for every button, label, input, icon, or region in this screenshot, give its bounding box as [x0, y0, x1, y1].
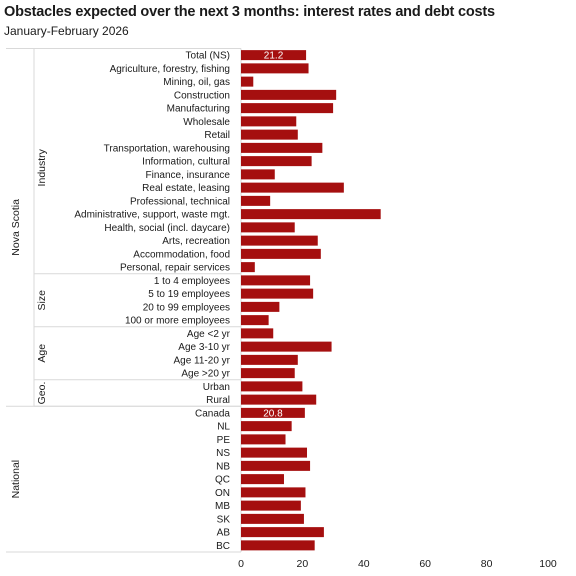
bar — [241, 103, 334, 114]
category-label: AB — [217, 528, 231, 539]
category-label: QC — [215, 475, 230, 486]
x-tick-label: 20 — [297, 558, 309, 570]
category-label: PE — [217, 435, 231, 446]
bar — [241, 116, 297, 127]
bar — [241, 142, 323, 153]
category-label: Manufacturing — [167, 104, 230, 115]
category-label: Agriculture, forestry, fishing — [110, 64, 230, 75]
category-label: Professional, technical — [130, 196, 230, 207]
outer-group-label: Nova Scotia — [10, 199, 22, 256]
category-label: Age >20 yr — [181, 369, 230, 380]
x-tick-label: 60 — [419, 558, 431, 570]
bar — [241, 288, 314, 299]
bar — [241, 407, 305, 418]
category-label: Age <2 yr — [187, 329, 231, 340]
category-label: Finance, insurance — [146, 170, 231, 181]
bar — [241, 301, 280, 312]
x-axis: 0 20 40 60 80 100 — [238, 558, 557, 570]
category-label: Mining, oil, gas — [163, 77, 230, 88]
bar — [241, 275, 311, 286]
bar — [241, 354, 298, 365]
category-label: 5 to 19 employees — [148, 289, 230, 300]
bar — [241, 527, 324, 538]
category-label: Urban — [203, 382, 230, 393]
category-label: NB — [216, 461, 230, 472]
bar — [241, 63, 309, 74]
data-label: 21.2 — [264, 51, 284, 62]
category-label: Personal, repair services — [120, 263, 230, 274]
category-label: Retail — [204, 130, 230, 141]
x-tick-label: 40 — [358, 558, 370, 570]
inner-group-label: Age — [36, 344, 48, 363]
chart-subtitle: January-February 2026 — [4, 24, 129, 38]
bar — [241, 129, 298, 140]
data-label: 20.8 — [263, 408, 283, 419]
x-tick-label: 80 — [481, 558, 493, 570]
bar — [241, 248, 321, 259]
bar — [241, 381, 303, 392]
category-label: Canada — [195, 408, 230, 419]
category-label: BC — [216, 541, 230, 552]
category-label: Transportation, warehousing — [104, 143, 230, 154]
category-label: Health, social (incl. daycare) — [104, 223, 230, 234]
group-labels: Industry Size Age Geo. Nova Scotia National — [10, 148, 48, 498]
bar — [241, 315, 269, 326]
bar — [241, 182, 344, 193]
chart-title: Obstacles expected over the next 3 month… — [4, 4, 495, 20]
inner-group-label: Industry — [36, 148, 48, 186]
bar — [241, 76, 254, 87]
bar — [241, 341, 332, 352]
category-label: Age 3-10 yr — [178, 342, 230, 353]
bar — [241, 195, 271, 206]
category-label: NS — [216, 448, 230, 459]
category-label: ON — [215, 488, 230, 499]
category-label: SK — [217, 514, 231, 525]
inner-group-label: Geo. — [36, 382, 48, 405]
bar — [241, 235, 318, 246]
category-label: Total (NS) — [186, 51, 230, 62]
bar — [241, 513, 304, 524]
bar — [241, 487, 306, 498]
bar — [241, 156, 312, 167]
category-label: Construction — [174, 90, 230, 101]
bar — [241, 474, 284, 485]
category-label: 20 to 99 employees — [143, 302, 230, 313]
category-label: 100 or more employees — [125, 316, 230, 327]
category-labels: Total (NS) Agriculture, forestry, fishing… — [74, 51, 230, 552]
bar — [241, 222, 295, 233]
bar — [241, 460, 311, 471]
bar — [241, 262, 255, 273]
inner-group-label: Size — [36, 290, 48, 311]
category-label: Information, cultural — [142, 157, 230, 168]
bar — [241, 421, 292, 432]
bar — [241, 328, 274, 339]
bar — [241, 434, 286, 445]
category-label: Rural — [206, 395, 230, 406]
category-label: Arts, recreation — [162, 236, 230, 247]
data-labels: 21.2 20.8 — [263, 51, 284, 420]
bar — [241, 50, 307, 61]
category-label: 1 to 4 employees — [154, 276, 230, 287]
x-tick-label: 0 — [238, 558, 244, 570]
x-tick-label: 100 — [539, 558, 557, 570]
category-label: MB — [215, 501, 230, 512]
category-label: Age 11-20 yr — [173, 355, 230, 366]
category-label: Real estate, leasing — [142, 183, 230, 194]
outer-group-label: National — [10, 460, 22, 499]
category-label: Wholesale — [183, 117, 230, 128]
category-label: NL — [217, 422, 230, 433]
category-label: Accommodation, food — [133, 249, 230, 260]
bar — [241, 540, 315, 551]
bar — [241, 89, 337, 100]
category-label: Administrative, support, waste mgt. — [74, 210, 230, 221]
bar — [241, 169, 275, 180]
bar — [241, 447, 308, 458]
bar — [241, 394, 317, 405]
bar — [241, 368, 295, 379]
bar — [241, 500, 301, 511]
bar — [241, 209, 381, 220]
bar-series — [241, 50, 381, 551]
